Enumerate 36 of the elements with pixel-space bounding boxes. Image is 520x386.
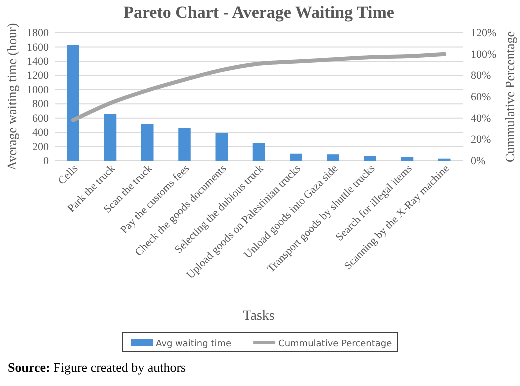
bar [67, 45, 80, 161]
chart-title: Pareto Chart - Average Waiting Time [124, 3, 395, 22]
y-axis-title: Average waiting time (hour) [4, 23, 20, 171]
bar [401, 157, 414, 161]
y-tick-label: 1400 [27, 56, 50, 68]
y2-tick-label: 80% [471, 70, 492, 82]
bar [104, 114, 117, 161]
bar [327, 154, 340, 161]
y2-tick-label: 120% [471, 28, 497, 40]
y2-tick-label: 100% [471, 48, 497, 61]
bar [290, 154, 302, 161]
y-tick-label: 600 [32, 112, 50, 125]
x-axis-title: Tasks [243, 309, 275, 324]
y2-axis-title: Cummulative Percentage [502, 31, 518, 163]
y2-tick-label: 20% [471, 134, 492, 146]
y2-tick-label: 60% [471, 92, 492, 104]
source-note: Source: Figure created by authors [8, 360, 186, 375]
y-tick-label: 400 [32, 127, 50, 140]
bar [252, 143, 266, 161]
bar [216, 133, 228, 161]
y-tick-label: 800 [32, 98, 50, 111]
legend-label: Avg waiting time [156, 340, 232, 350]
y2-tick-label: 0% [471, 156, 486, 168]
y-tick-label: 1200 [27, 70, 50, 82]
bar [142, 124, 154, 161]
y-tick-label: 0 [44, 156, 50, 168]
y-tick-label: 200 [32, 141, 50, 154]
y-tick-label: 1000 [27, 84, 50, 96]
line-series [71, 52, 447, 122]
bar [178, 128, 191, 161]
y-tick-label: 1600 [27, 42, 50, 54]
y2-tick-label: 40% [471, 112, 492, 125]
y-tick-label: 1800 [27, 28, 50, 40]
x-tick-label: Cells [56, 162, 81, 188]
bar [364, 156, 376, 161]
legend-label: Cummulative Percentage [278, 340, 393, 350]
